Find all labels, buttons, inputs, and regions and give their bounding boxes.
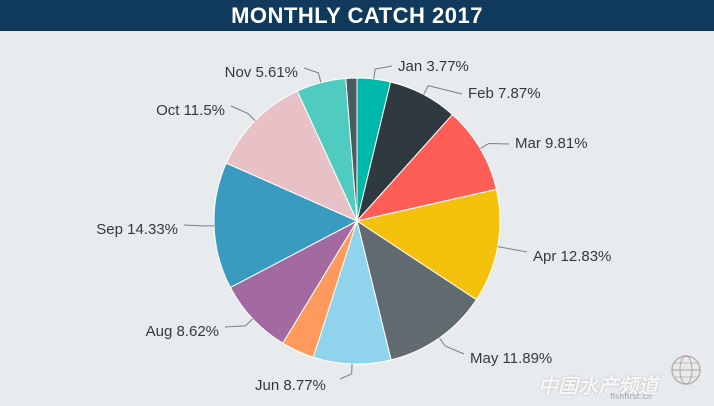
- slice-labels: Jan 3.77% Feb 7.87% Mar 9.81% Apr 12.83% May…: [96, 58, 611, 394]
- data-label-aug: Aug 8.62%: [146, 323, 219, 340]
- leader-line-jun: [339, 363, 353, 380]
- leader-line-nov: [303, 67, 322, 83]
- leader-line-sep: [183, 224, 215, 227]
- pie-slice-oct: [225, 90, 359, 222]
- pie-slice-dec: [345, 77, 358, 222]
- data-label-sep: Sep 14.33%: [96, 221, 178, 238]
- pie-slice-apr: [355, 188, 501, 301]
- data-label-may: May 11.89%: [470, 350, 552, 367]
- data-label-mar: Mar 9.81%: [515, 135, 588, 152]
- leader-line-may: [438, 337, 465, 355]
- leader-line-mar: [480, 142, 510, 150]
- data-label-jun: Jun 8.77%: [255, 377, 326, 394]
- data-label-feb: Feb 7.87%: [468, 85, 541, 102]
- chart-title: MONTHLY CATCH 2017: [0, 0, 714, 31]
- leader-lines: [183, 65, 528, 380]
- pie-slice-sep: [213, 162, 359, 289]
- data-label-jan: Jan 3.77%: [398, 58, 469, 75]
- data-label-apr: Apr 12.83%: [533, 248, 611, 265]
- data-label-oct: Oct 11.5%: [156, 102, 225, 119]
- leader-line-feb: [423, 85, 463, 95]
- pie-slices: [213, 77, 501, 365]
- data-label-nov: Nov 5.61%: [225, 64, 298, 81]
- leader-line-apr: [497, 246, 528, 253]
- globe-icon: [671, 355, 701, 385]
- pie-slice-may: [356, 219, 478, 361]
- watermark-url: fishfirst.cn: [610, 392, 652, 401]
- watermark-text: 中国水产频道: [538, 374, 658, 398]
- pie-slice-mar: [355, 113, 498, 222]
- leader-line-jan: [373, 65, 393, 80]
- leader-line-aug: [224, 318, 254, 328]
- leader-line-oct: [230, 105, 256, 121]
